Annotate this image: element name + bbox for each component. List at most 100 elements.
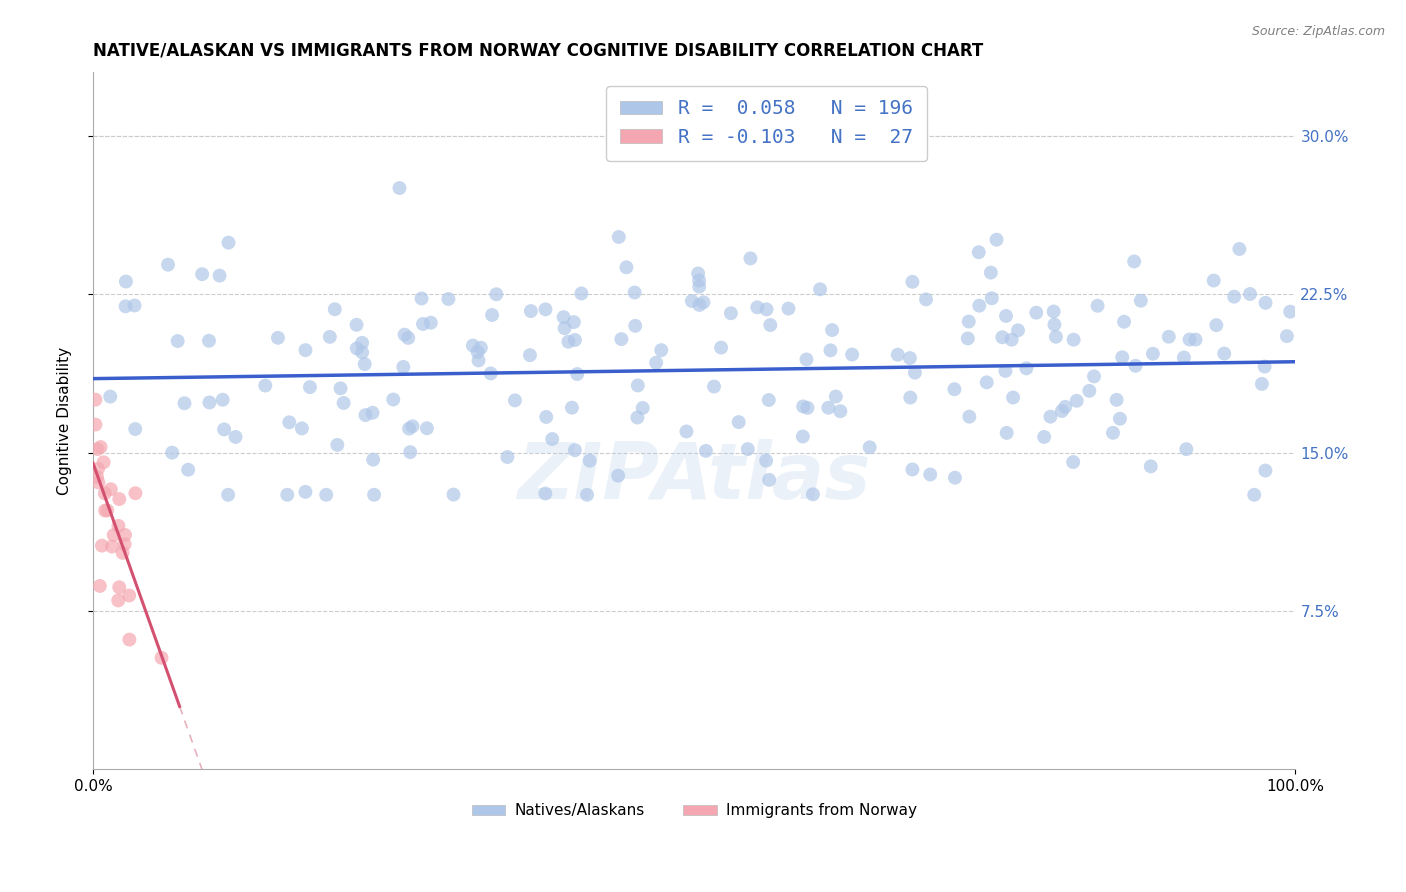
Point — [1045, 330, 1067, 344]
Point — [759, 318, 782, 332]
Point — [1043, 318, 1066, 332]
Point — [115, 275, 138, 289]
Point — [901, 275, 924, 289]
Point — [681, 293, 703, 308]
Point — [191, 267, 214, 281]
Point — [86, 470, 108, 484]
Point — [1129, 293, 1152, 308]
Point — [87, 475, 110, 490]
Point — [859, 440, 882, 454]
Point — [1062, 455, 1084, 469]
Point — [294, 484, 316, 499]
Point — [485, 287, 508, 301]
Point — [1223, 290, 1246, 304]
Point — [569, 286, 592, 301]
Point — [1039, 409, 1062, 424]
Point — [496, 450, 519, 464]
Point — [703, 379, 725, 393]
Point — [1175, 442, 1198, 457]
Point — [294, 343, 316, 358]
Point — [394, 327, 416, 342]
Point — [346, 318, 368, 332]
Point — [118, 632, 141, 647]
Point — [792, 400, 814, 414]
Point — [1025, 306, 1047, 320]
Point — [956, 331, 979, 345]
Point — [481, 308, 503, 322]
Point — [217, 488, 239, 502]
Point — [610, 332, 633, 346]
Point — [1063, 333, 1085, 347]
Point — [416, 421, 439, 435]
Point — [994, 364, 1017, 378]
Point — [1205, 318, 1227, 332]
Point — [150, 650, 173, 665]
Point — [995, 309, 1018, 323]
Point — [315, 488, 337, 502]
Point — [821, 323, 844, 337]
Point — [650, 343, 672, 358]
Point — [1243, 488, 1265, 502]
Point — [326, 438, 349, 452]
Point — [541, 432, 564, 446]
Point — [160, 445, 183, 459]
Point — [1139, 459, 1161, 474]
Point — [920, 467, 942, 482]
Point — [534, 409, 557, 424]
Point — [688, 279, 710, 293]
Point — [957, 409, 980, 424]
Point — [443, 487, 465, 501]
Point — [995, 425, 1018, 440]
Point — [557, 334, 579, 349]
Point — [124, 298, 146, 312]
Point — [980, 266, 1002, 280]
Point — [830, 404, 852, 418]
Point — [437, 292, 460, 306]
Point — [267, 331, 290, 345]
Point — [218, 235, 240, 250]
Point — [1157, 329, 1180, 343]
Point — [519, 348, 541, 362]
Point — [747, 301, 769, 315]
Point — [278, 415, 301, 429]
Point — [553, 310, 575, 325]
Point — [1112, 315, 1135, 329]
Point — [411, 292, 433, 306]
Point — [84, 392, 107, 407]
Point — [564, 443, 586, 458]
Point — [1254, 295, 1277, 310]
Point — [904, 366, 927, 380]
Point — [1109, 411, 1132, 425]
Point — [675, 425, 697, 439]
Point — [361, 406, 384, 420]
Point — [114, 537, 136, 551]
Point — [1083, 369, 1105, 384]
Point — [1087, 299, 1109, 313]
Point — [758, 473, 780, 487]
Point — [967, 245, 990, 260]
Point — [398, 421, 420, 435]
Point — [1202, 274, 1225, 288]
Point — [898, 351, 921, 365]
Point — [1111, 351, 1133, 365]
Point — [198, 334, 221, 348]
Point — [976, 376, 998, 390]
Point — [720, 306, 742, 320]
Point — [353, 357, 375, 371]
Point — [1250, 376, 1272, 391]
Point — [607, 468, 630, 483]
Point — [208, 268, 231, 283]
Point — [624, 318, 647, 333]
Point — [319, 330, 342, 344]
Point — [1033, 430, 1056, 444]
Point — [323, 302, 346, 317]
Point — [1054, 400, 1077, 414]
Point — [991, 330, 1014, 344]
Point — [352, 345, 374, 359]
Point — [737, 442, 759, 457]
Point — [817, 401, 839, 415]
Point — [87, 462, 110, 476]
Point — [1066, 393, 1088, 408]
Point — [470, 341, 492, 355]
Point — [792, 429, 814, 443]
